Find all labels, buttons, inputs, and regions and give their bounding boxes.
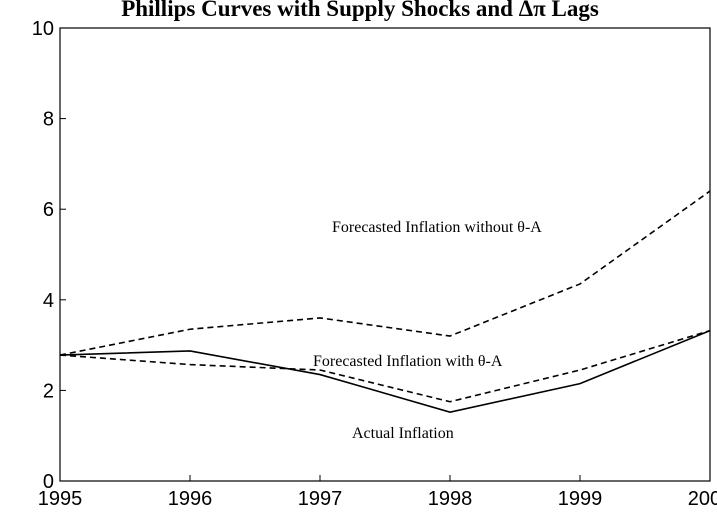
- y-tick-label: 10: [32, 18, 54, 40]
- chart-title: Phillips Curves with Supply Shocks and Δ…: [121, 0, 599, 21]
- x-tick-label: 1995: [38, 488, 83, 510]
- series-line: [59, 190, 711, 356]
- y-tick-label: 6: [43, 199, 54, 221]
- x-tick-label: 1999: [558, 488, 603, 510]
- y-tick-label: 8: [43, 109, 54, 131]
- y-tick-label: 2: [43, 380, 54, 402]
- x-tick-label: 2000: [688, 488, 717, 510]
- series-line: [59, 329, 711, 413]
- x-tick-label: 1996: [168, 488, 213, 510]
- y-tick-label: 4: [43, 290, 54, 312]
- series-line: [59, 329, 711, 403]
- x-tick-label: 1997: [298, 488, 343, 510]
- series-label: Actual Inflation: [352, 425, 454, 442]
- x-tick-label: 1998: [428, 488, 473, 510]
- series-label: Forecasted Inflation with θ-A: [313, 353, 503, 370]
- y-tick-label: 0: [43, 471, 54, 493]
- plot-frame: [59, 27, 711, 482]
- series-label: Forecasted Inflation without θ-A: [332, 219, 542, 236]
